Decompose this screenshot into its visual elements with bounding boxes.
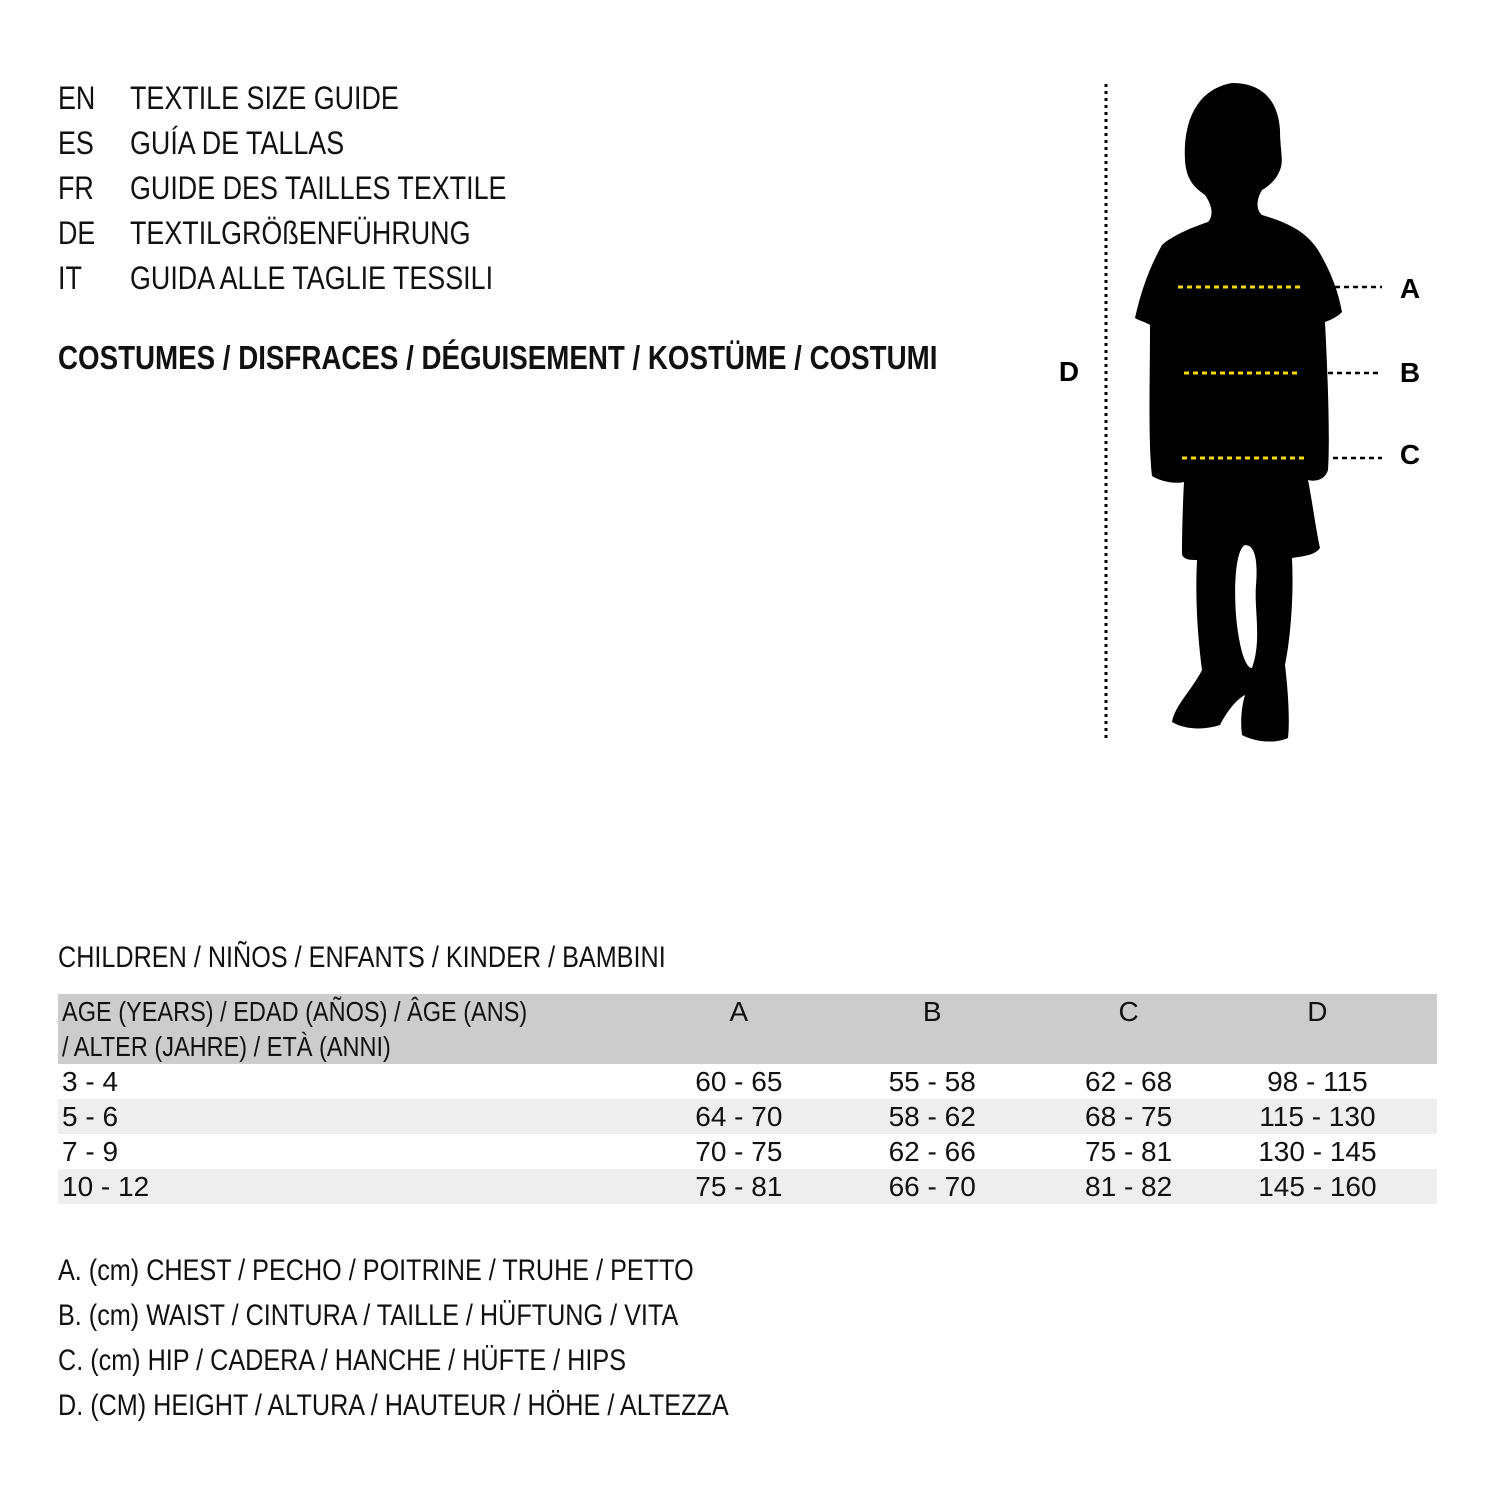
cell-d: 115 - 130 bbox=[1259, 1101, 1376, 1132]
cell-b: 58 - 62 bbox=[888, 1101, 976, 1132]
legend-item-chest: A. (cm) CHEST / PECHO / POITRINE / TRUHE… bbox=[58, 1248, 856, 1293]
table-row: 7 - 9 70 - 75 62 - 66 75 - 81 130 - 145 bbox=[58, 1134, 1437, 1169]
category-heading: COSTUMES / DISFRACES / DÉGUISEMENT / KOS… bbox=[58, 336, 1105, 380]
cell-c: 62 - 68 bbox=[1085, 1066, 1173, 1097]
cell-age: 5 - 6 bbox=[62, 1101, 119, 1132]
label-b: B bbox=[1400, 357, 1420, 388]
cell-age: 3 - 4 bbox=[62, 1066, 119, 1097]
table-title-text: CHILDREN / NIÑOS / ENFANTS / KINDER / BA… bbox=[58, 941, 666, 974]
guide-title: GUIDA ALLE TAGLIE TESSILI bbox=[130, 260, 494, 296]
cell-b: 66 - 70 bbox=[888, 1171, 976, 1202]
header-a: A bbox=[729, 996, 749, 1027]
language-code: EN bbox=[58, 80, 96, 116]
table-row: 10 - 12 75 - 81 66 - 70 81 - 82 145 - 16… bbox=[58, 1169, 1437, 1204]
table-header-row: AGE (YEARS) / EDAD (AÑOS) / ÂGE (ANS) / … bbox=[58, 994, 1437, 1064]
body-measurement-diagram: A B C D bbox=[1059, 83, 1420, 742]
cell-age: 10 - 12 bbox=[62, 1171, 150, 1202]
cell-c: 68 - 75 bbox=[1085, 1101, 1173, 1132]
header-age-text: AGE (YEARS) / EDAD (AÑOS) / ÂGE (ANS) / … bbox=[62, 996, 528, 1062]
label-c: C bbox=[1400, 439, 1420, 470]
cell-b: 62 - 66 bbox=[888, 1136, 976, 1167]
cell-c: 75 - 81 bbox=[1085, 1136, 1173, 1167]
label-d: D bbox=[1059, 356, 1079, 387]
legend-item-hip: C. (cm) HIP / CADERA / HANCHE / HÜFTE / … bbox=[58, 1338, 856, 1383]
measurement-legend: A. (cm) CHEST / PECHO / POITRINE / TRUHE… bbox=[58, 1248, 856, 1428]
table-row: 5 - 6 64 - 70 58 - 62 68 - 75 115 - 130 bbox=[58, 1099, 1437, 1134]
header-d: D bbox=[1307, 996, 1328, 1027]
leg-gap bbox=[1235, 545, 1258, 668]
language-code: IT bbox=[58, 260, 82, 296]
legend-text: C. (cm) HIP / CADERA / HANCHE / HÜFTE / … bbox=[58, 1344, 626, 1377]
table-title: CHILDREN / NIÑOS / ENFANTS / KINDER / BA… bbox=[58, 938, 781, 978]
cell-a: 70 - 75 bbox=[695, 1136, 783, 1167]
legend-text: D. (CM) HEIGHT / ALTURA / HAUTEUR / HÖHE… bbox=[58, 1389, 729, 1422]
label-a: A bbox=[1400, 273, 1420, 304]
guide-title: TEXTILE SIZE GUIDE bbox=[130, 80, 399, 116]
header-b: B bbox=[922, 996, 942, 1027]
child-silhouette-icon bbox=[1135, 83, 1342, 742]
legend-item-height: D. (CM) HEIGHT / ALTURA / HAUTEUR / HÖHE… bbox=[58, 1383, 856, 1428]
cell-a: 64 - 70 bbox=[695, 1101, 783, 1132]
cell-b: 55 - 58 bbox=[888, 1066, 976, 1097]
language-code: DE bbox=[58, 215, 96, 251]
size-table: AGE (YEARS) / EDAD (AÑOS) / ÂGE (ANS) / … bbox=[58, 994, 1437, 1204]
guide-title: TEXTILGRÖßENFÜHRUNG bbox=[130, 215, 471, 251]
cell-d: 98 - 115 bbox=[1267, 1066, 1368, 1097]
language-code: ES bbox=[58, 125, 94, 161]
cell-c: 81 - 82 bbox=[1085, 1171, 1173, 1202]
cell-a: 60 - 65 bbox=[695, 1066, 783, 1097]
cell-d: 130 - 145 bbox=[1258, 1136, 1377, 1167]
language-code: FR bbox=[58, 170, 94, 206]
header-c: C bbox=[1118, 996, 1139, 1027]
guide-title: GUIDE DES TAILLES TEXTILE bbox=[130, 170, 507, 206]
table-row: 3 - 4 60 - 65 55 - 58 62 - 68 98 - 115 bbox=[58, 1064, 1437, 1099]
guide-title: GUÍA DE TALLAS bbox=[130, 125, 345, 161]
cell-age: 7 - 9 bbox=[62, 1136, 119, 1167]
cell-a: 75 - 81 bbox=[695, 1171, 783, 1202]
cell-d: 145 - 160 bbox=[1258, 1171, 1377, 1202]
header-age: AGE (YEARS) / EDAD (AÑOS) / ÂGE (ANS) / … bbox=[58, 994, 673, 1064]
legend-item-waist: B. (cm) WAIST / CINTURA / TAILLE / HÜFTU… bbox=[58, 1293, 856, 1338]
legend-text: B. (cm) WAIST / CINTURA / TAILLE / HÜFTU… bbox=[58, 1299, 679, 1332]
legend-text: A. (cm) CHEST / PECHO / POITRINE / TRUHE… bbox=[58, 1254, 694, 1287]
category-text: COSTUMES / DISFRACES / DÉGUISEMENT / KOS… bbox=[58, 339, 938, 376]
